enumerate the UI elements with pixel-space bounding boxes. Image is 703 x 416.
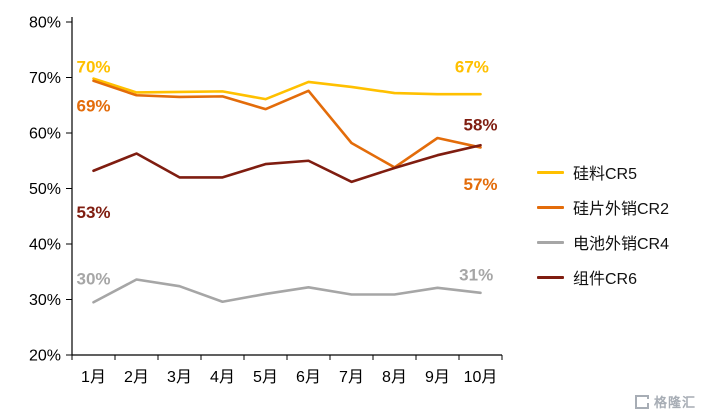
legend-swatch-line	[537, 170, 564, 174]
data-label: 57%	[463, 175, 497, 194]
data-label: 58%	[463, 116, 497, 135]
legend-swatch-line	[537, 240, 564, 244]
data-label: 31%	[459, 266, 493, 285]
data-label: 69%	[76, 96, 110, 115]
y-axis-label: 80%	[29, 15, 61, 32]
y-axis-label: 20%	[29, 348, 61, 365]
chart-legend: 硅料CR5 硅片外销CR2 电池外销CR4 组件CR6	[537, 162, 670, 288]
y-axis-label: 60%	[29, 126, 61, 143]
x-axis-label: 7月	[339, 369, 364, 386]
legend-label: 硅片外销CR2	[573, 201, 670, 218]
legend-label: 电池外销CR4	[573, 236, 670, 253]
watermark-text: 格隆汇	[653, 395, 696, 410]
legend-item-wafer-export-cr2: 硅片外销CR2	[537, 197, 670, 218]
data-label: 70%	[76, 57, 110, 76]
x-axis-label: 1月	[81, 369, 106, 386]
series-line-3	[92, 143, 482, 184]
series-line-1	[92, 79, 482, 169]
x-axis-label: 8月	[382, 369, 407, 386]
x-axis-label: 10月	[464, 369, 498, 386]
legend-label: 硅料CR5	[573, 166, 638, 183]
y-axis-label: 30%	[29, 292, 61, 309]
legend-item-cell-export-cr4: 电池外销CR4	[537, 232, 670, 253]
data-label: 53%	[76, 203, 110, 222]
legend-swatch-line	[537, 275, 564, 279]
x-axis-label: 2月	[124, 369, 149, 386]
y-axis-label: 70%	[29, 70, 61, 87]
legend-item-module-cr6: 组件CR6	[537, 267, 669, 288]
x-axis-label: 6月	[296, 369, 321, 386]
data-label: 30%	[76, 269, 110, 288]
watermark: 格隆汇	[634, 392, 696, 411]
x-axis-label: 4月	[210, 369, 235, 386]
data-label: 67%	[455, 57, 489, 76]
y-axis-label: 50%	[29, 181, 61, 198]
x-axis-label: 9月	[425, 369, 450, 386]
x-axis-label: 5月	[253, 369, 278, 386]
series-line-2	[92, 278, 482, 304]
series-line-0	[92, 77, 482, 101]
legend-label: 组件CR6	[573, 271, 638, 288]
y-axis-label: 40%	[29, 237, 61, 254]
legend-item-silicon-cr5: 硅料CR5	[537, 162, 669, 183]
gelonghui-icon	[634, 394, 650, 409]
legend-swatch-line	[537, 205, 564, 209]
x-axis-label: 3月	[167, 369, 192, 386]
